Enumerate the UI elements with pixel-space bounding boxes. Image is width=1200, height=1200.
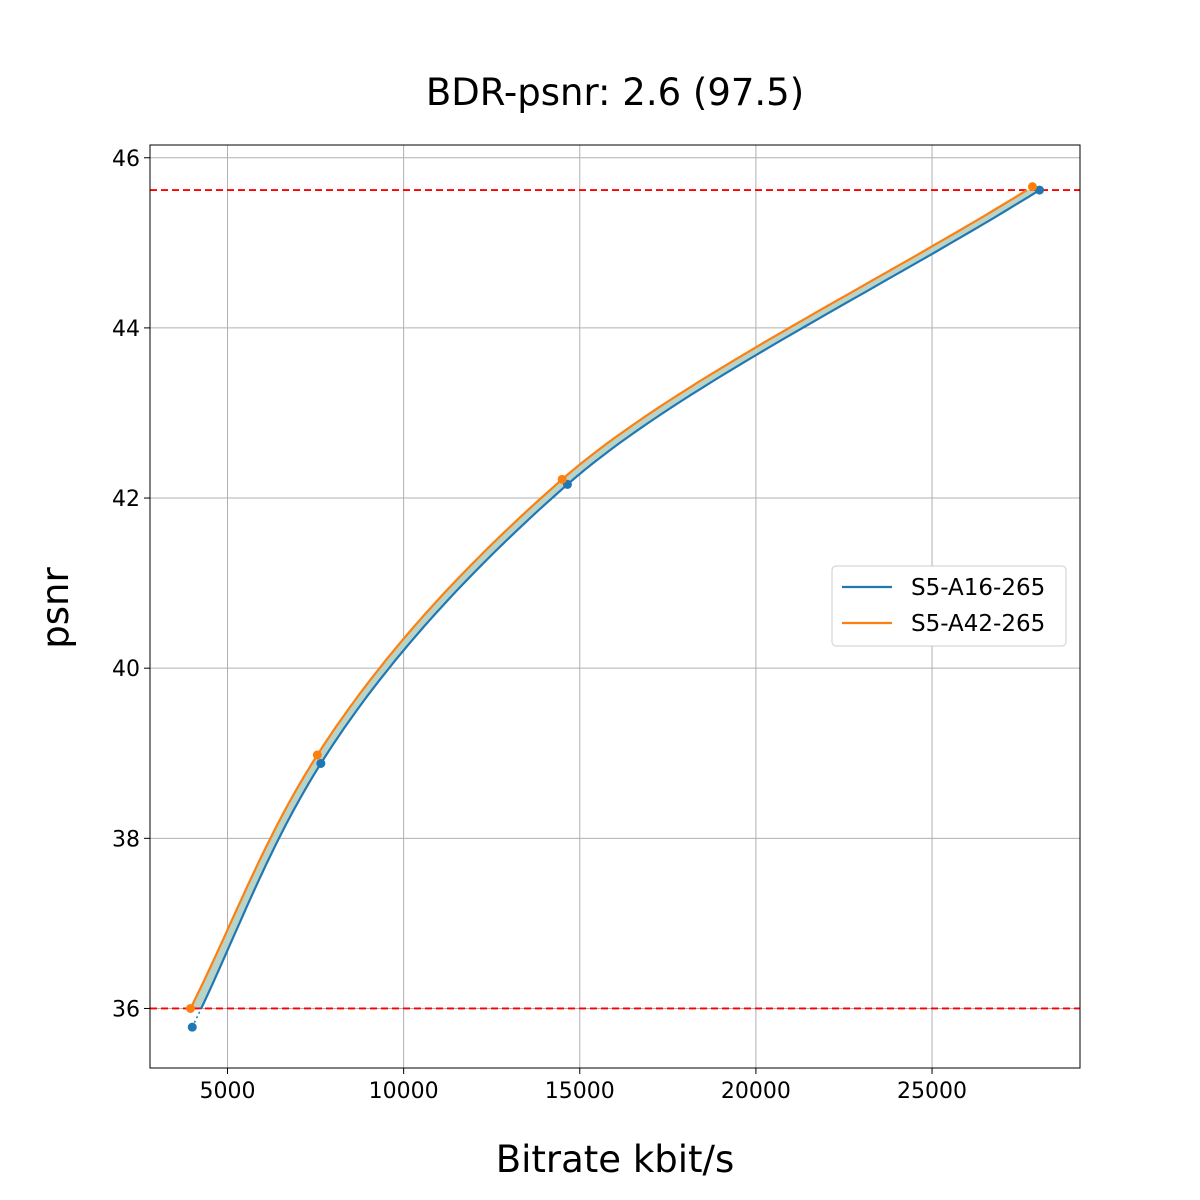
reference-lines (150, 189, 1080, 1010)
series-extension (191, 1008, 202, 1028)
legend: S5-A16-265 S5-A42-265 (831, 565, 1067, 647)
x-tick-label: 5000 (200, 1079, 256, 1104)
data-point (1027, 182, 1037, 192)
y-tick-label: 36 (112, 997, 140, 1022)
series-group (186, 182, 1044, 1032)
legend-label: S5-A42-265 (911, 611, 1045, 637)
y-tick-label: 42 (112, 487, 140, 512)
x-axis-label: Bitrate kbit/s (496, 1138, 735, 1181)
series-line (189, 189, 1028, 1009)
data-point (557, 474, 567, 484)
x-tick-label: 10000 (369, 1079, 439, 1104)
data-point (186, 1003, 196, 1013)
y-tick-label: 38 (112, 827, 140, 852)
y-tick-label: 46 (112, 147, 140, 172)
y-tick-label: 40 (112, 657, 140, 682)
x-tick-label: 15000 (545, 1079, 615, 1104)
series-line (200, 189, 1041, 1009)
legend-label: S5-A16-265 (911, 575, 1045, 601)
x-tick-label: 25000 (897, 1079, 967, 1104)
data-point (312, 750, 322, 760)
chart-title: BDR-psnr: 2.6 (97.5) (426, 71, 804, 114)
y-tick-label: 44 (112, 317, 140, 342)
x-tick-label: 20000 (721, 1079, 791, 1104)
plot-frame (149, 144, 1081, 1069)
data-point (316, 758, 326, 768)
series-S5-A16-265 (187, 185, 1044, 1032)
axis-ticks: 5000 10000 15000 20000 25000 36 38 40 42 44 46 (112, 147, 967, 1104)
y-axis-label: psnr (34, 567, 77, 649)
data-point (1034, 185, 1044, 195)
series-S5-A42-265 (186, 182, 1037, 1013)
